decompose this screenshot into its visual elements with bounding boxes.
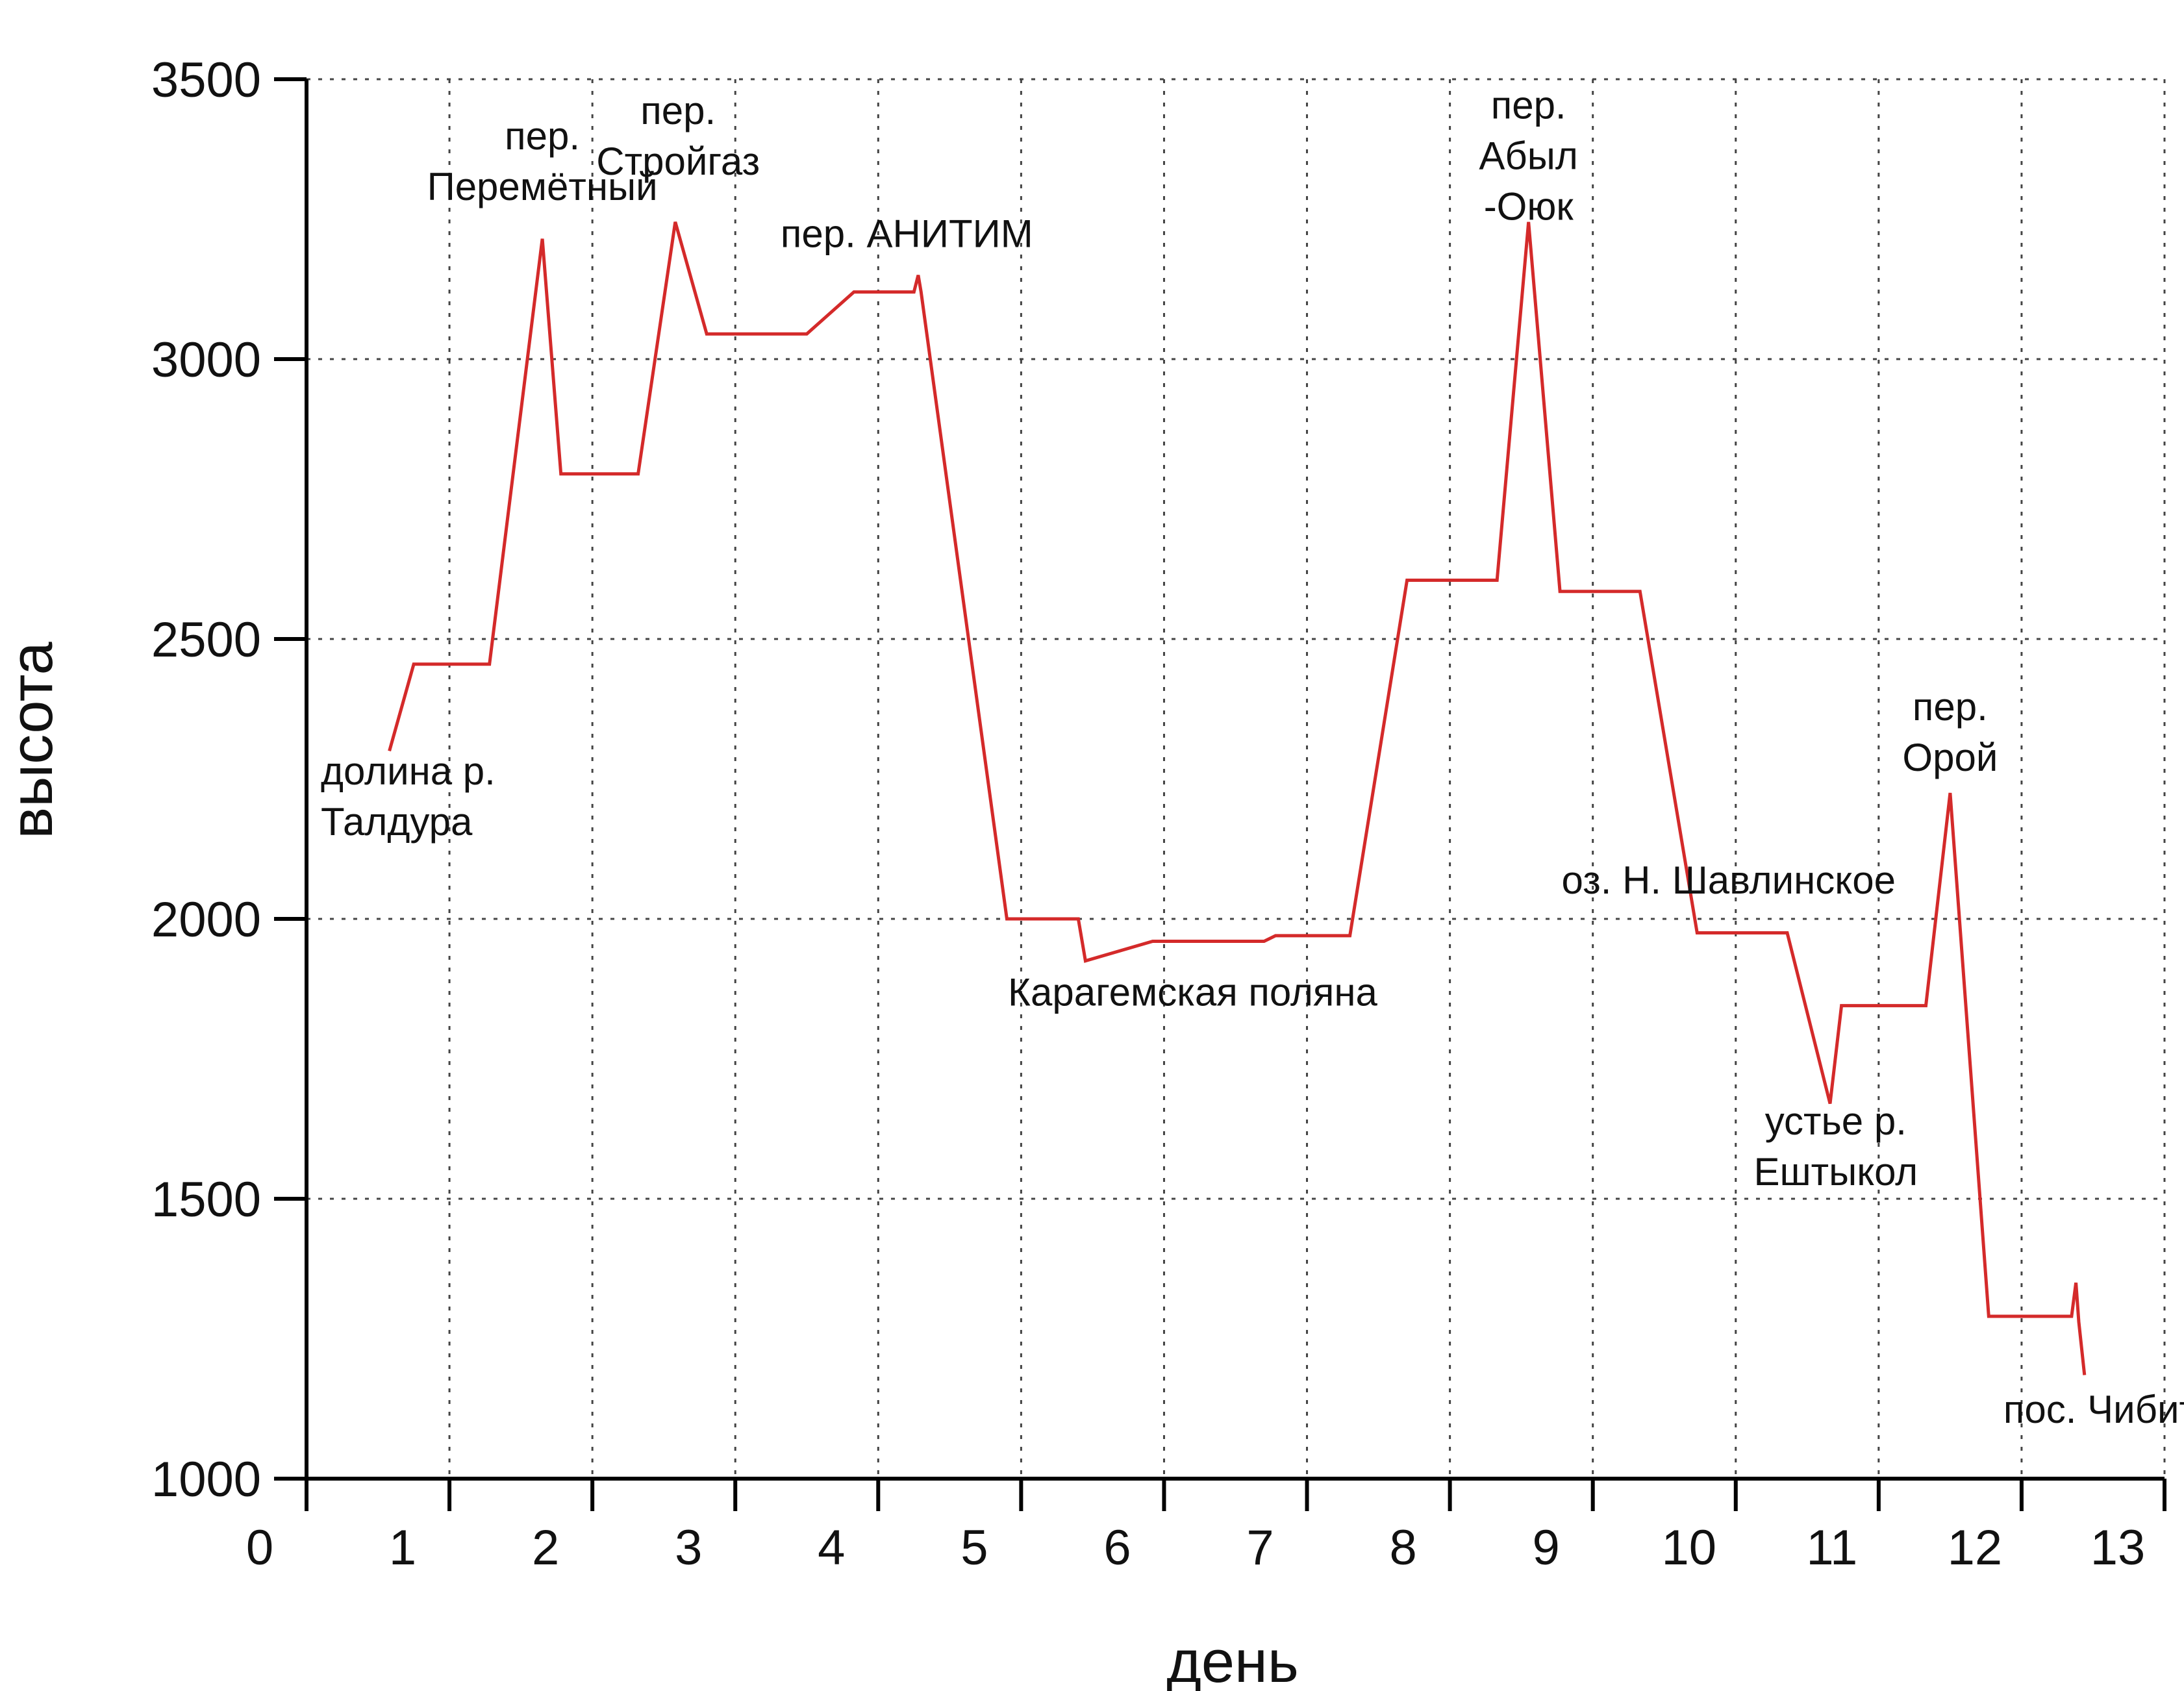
x-tick-label-10: 10	[1661, 1520, 1716, 1575]
annotation-0-line-0: долина р.	[321, 749, 496, 793]
y-axis-title: высота	[0, 641, 65, 838]
x-tick-label-7: 7	[1246, 1520, 1274, 1575]
x-tick-label-13: 13	[2090, 1520, 2146, 1575]
annotation-7: Карагемская поляна	[1008, 971, 1378, 1014]
annotation-7-line-0: Карагемская поляна	[1008, 971, 1378, 1014]
annotation-1-line-1: Перемётный	[427, 165, 658, 208]
annotation-2-line-0: пер.	[640, 89, 716, 132]
x-axis-title: день	[1166, 1629, 1299, 1691]
annotation-1-line-0: пер.	[505, 114, 580, 158]
x-tick-label-12: 12	[1948, 1520, 2003, 1575]
y-tick-label-1000: 1000	[151, 1452, 261, 1507]
annotation-8-line-0: устье р.	[1765, 1099, 1907, 1143]
annotation-2: пер. Стройгаз	[596, 89, 760, 183]
x-tick-label-4: 4	[818, 1520, 845, 1575]
x-tick-label-5: 5	[960, 1520, 988, 1575]
annotation-5: пер. Орой	[1902, 685, 1998, 779]
y-tick-label-2500: 2500	[151, 612, 261, 668]
annotation-4-line-2: -Оюк	[1484, 184, 1574, 228]
annotation-3-line-0: пер. АНИТИМ	[781, 212, 1033, 256]
annotation-0: долина р. Талдура	[321, 749, 496, 844]
annotation-9-line-0: пос. Чибит	[2003, 1388, 2184, 1431]
x-tick-label-9: 9	[1533, 1520, 1560, 1575]
y-tick-label-1500: 1500	[151, 1172, 261, 1227]
annotation-4-line-1: Абыл	[1479, 134, 1578, 177]
x-tick-label-3: 3	[675, 1520, 702, 1575]
x-tick-label-2: 2	[532, 1520, 559, 1575]
annotation-2-line-1: Стройгаз	[596, 140, 760, 183]
annotations: долина р. Талдура пер. Перемётный пер. Стройг…	[321, 83, 2184, 1431]
annotation-4-line-0: пер.	[1491, 83, 1566, 127]
annotation-4: пер. Абыл -Оюк	[1479, 83, 1578, 228]
x-tick-label-0: 0	[246, 1520, 273, 1575]
y-tick-label-2000: 2000	[151, 892, 261, 947]
x-tick-label-6: 6	[1103, 1520, 1131, 1575]
annotation-0-line-1: Талдура	[321, 800, 473, 844]
y-tick-label-3500: 3500	[151, 53, 261, 108]
x-tick-label-1: 1	[389, 1520, 416, 1575]
annotation-1: пер. Перемётный	[427, 114, 658, 208]
annotation-6-line-0: оз. Н. Шавлинское	[1562, 858, 1896, 902]
x-tick-label-8: 8	[1389, 1520, 1416, 1575]
series	[388, 221, 2087, 1375]
annotation-5-line-0: пер.	[1913, 685, 1988, 729]
x-tick-label-11: 11	[1806, 1520, 1857, 1575]
series-line-0	[388, 221, 2087, 1375]
annotation-9: пос. Чибит	[2003, 1388, 2184, 1431]
annotation-8: устье р. Ештыкол	[1753, 1099, 1918, 1194]
annotation-6: оз. Н. Шавлинское	[1562, 858, 1896, 902]
annotation-8-line-1: Ештыкол	[1753, 1150, 1918, 1194]
y-tick-label-3000: 3000	[151, 332, 261, 388]
annotation-5-line-1: Орой	[1902, 736, 1998, 779]
annotation-3: пер. АНИТИМ	[781, 212, 1033, 256]
